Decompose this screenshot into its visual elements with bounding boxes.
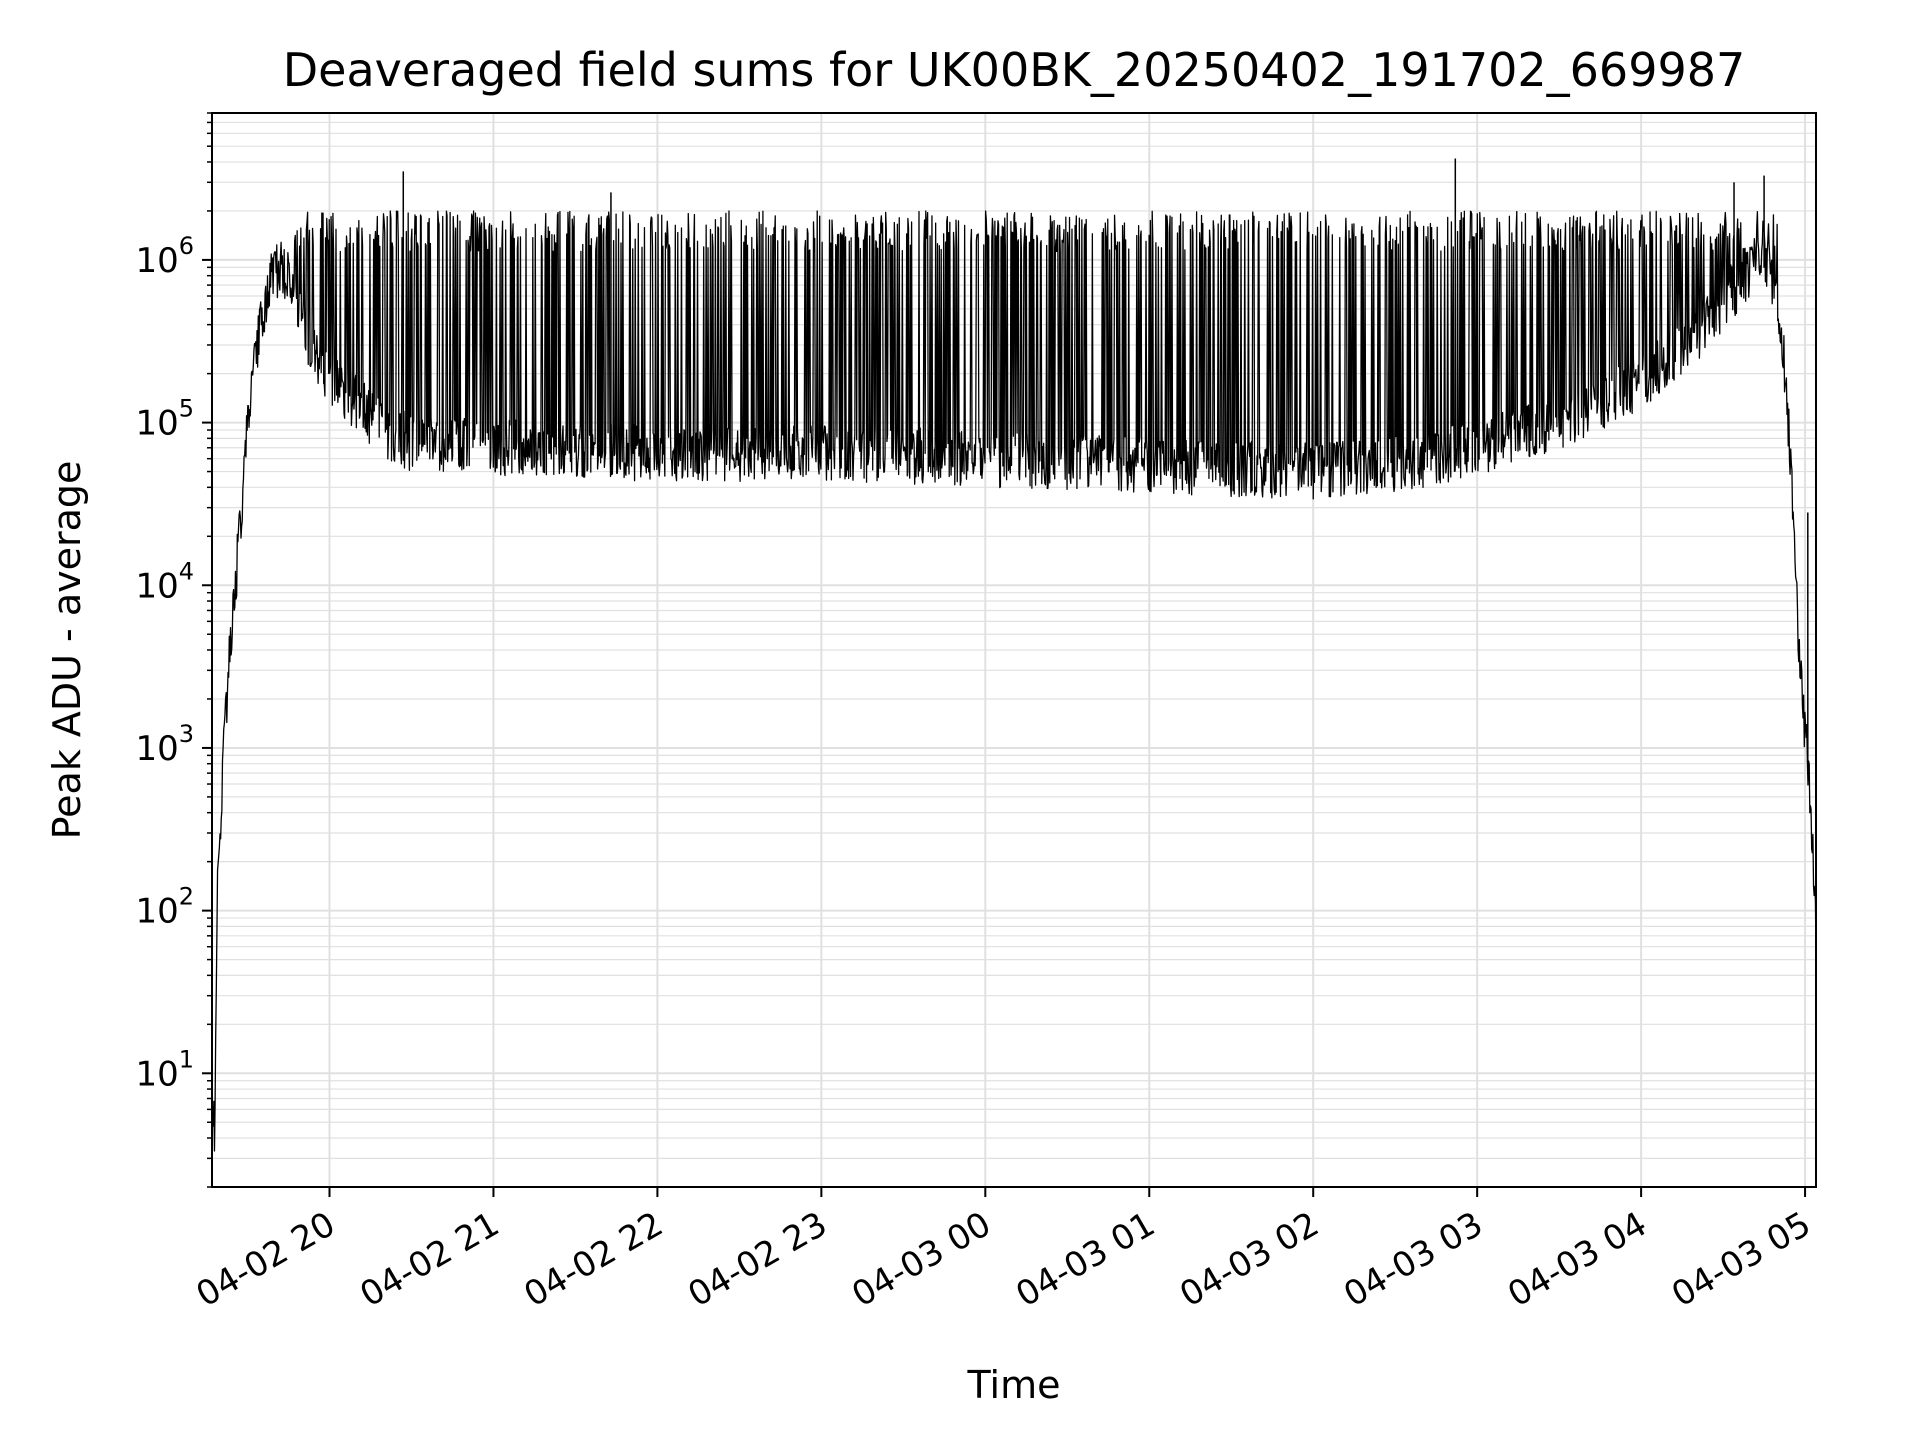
y-tick-label: 106 xyxy=(135,232,194,281)
y-tick-label: 103 xyxy=(135,720,194,769)
series-path xyxy=(211,210,1817,1152)
chart-title: Deaveraged field sums for UK00BK_2025040… xyxy=(283,43,1746,97)
y-tick-label: 104 xyxy=(135,557,194,606)
y-axis-label: Peak ADU - average xyxy=(45,461,89,840)
x-axis-label: Time xyxy=(967,1363,1061,1407)
y-tick-label: 102 xyxy=(135,883,194,932)
series-line xyxy=(211,158,1817,1152)
y-tick-label: 101 xyxy=(135,1045,194,1094)
y-tick-label: 105 xyxy=(135,395,194,444)
